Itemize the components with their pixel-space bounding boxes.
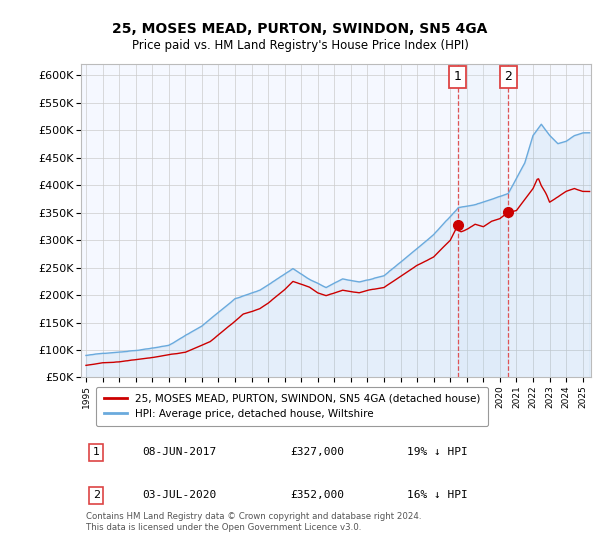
Text: 08-JUN-2017: 08-JUN-2017 — [142, 447, 217, 457]
Text: 19% ↓ HPI: 19% ↓ HPI — [407, 447, 468, 457]
Text: Price paid vs. HM Land Registry's House Price Index (HPI): Price paid vs. HM Land Registry's House … — [131, 39, 469, 52]
Text: 03-JUL-2020: 03-JUL-2020 — [142, 491, 217, 500]
Text: 2: 2 — [93, 491, 100, 500]
Text: 2: 2 — [504, 71, 512, 83]
Text: Contains HM Land Registry data © Crown copyright and database right 2024.
This d: Contains HM Land Registry data © Crown c… — [86, 512, 422, 531]
Text: 16% ↓ HPI: 16% ↓ HPI — [407, 491, 468, 500]
Legend: 25, MOSES MEAD, PURTON, SWINDON, SN5 4GA (detached house), HPI: Average price, d: 25, MOSES MEAD, PURTON, SWINDON, SN5 4GA… — [97, 387, 488, 426]
Bar — [458, 64, 508, 377]
Text: 1: 1 — [454, 71, 461, 83]
Text: 1: 1 — [93, 447, 100, 457]
Text: 25, MOSES MEAD, PURTON, SWINDON, SN5 4GA: 25, MOSES MEAD, PURTON, SWINDON, SN5 4GA — [112, 22, 488, 36]
Text: £327,000: £327,000 — [290, 447, 344, 457]
Text: £352,000: £352,000 — [290, 491, 344, 500]
